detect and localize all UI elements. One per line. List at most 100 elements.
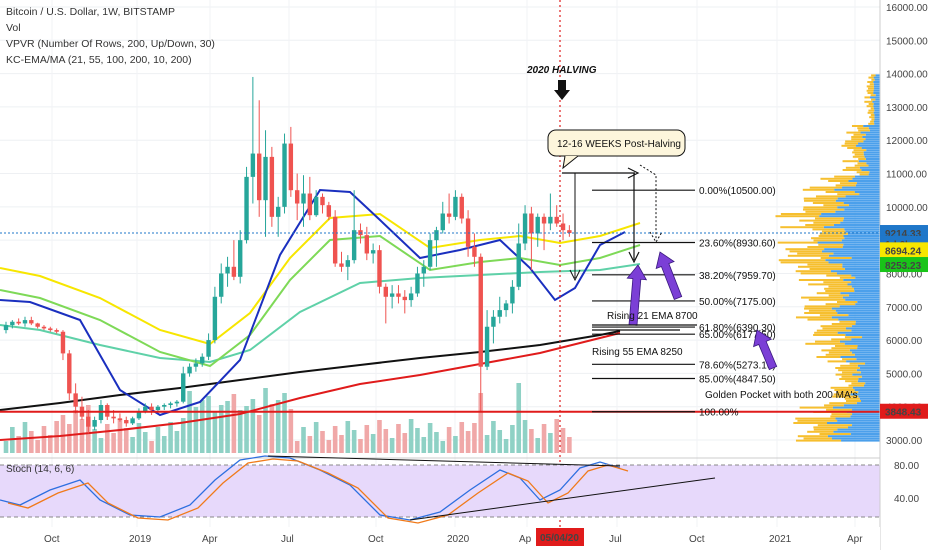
vpvr-up-bar <box>865 362 880 365</box>
vpvr-down-bar <box>837 193 860 196</box>
volume-bar <box>554 419 560 453</box>
stoch-panel <box>0 455 932 524</box>
vpvr-down-bar <box>868 122 875 125</box>
fib-label: 85.00%(4847.50) <box>699 374 776 385</box>
volume-bar <box>16 436 21 453</box>
vpvr-up-bar <box>852 373 880 376</box>
vpvr-down-bar <box>777 241 818 244</box>
volume-bar <box>351 430 357 453</box>
purple-arrow-icon <box>753 329 778 371</box>
vpvr-down-bar <box>815 195 846 198</box>
candle-body <box>453 196 458 217</box>
candle-body <box>206 340 211 357</box>
vpvr-up-bar <box>835 199 880 202</box>
stoch-trendline-upper <box>267 455 621 467</box>
vpvr-down-bar <box>804 305 840 308</box>
vpvr-down-bar <box>807 246 843 248</box>
volume-bar <box>111 433 116 453</box>
candle-body <box>326 205 332 217</box>
candle-body <box>162 405 167 407</box>
vpvr-down-bar <box>821 349 850 352</box>
volume-bar <box>421 437 427 453</box>
volume-bar <box>465 431 471 453</box>
vpvr-up-bar <box>845 334 880 336</box>
candle-body <box>497 310 502 317</box>
vpvr-down-bar <box>858 129 870 132</box>
vpvr-down-bar <box>799 219 844 222</box>
vpvr-up-bar <box>845 327 880 330</box>
stoch-tick-label: 80.00 <box>894 461 919 472</box>
vpvr-down-bar <box>797 435 828 438</box>
volume-bar <box>560 428 566 453</box>
candle-body <box>548 216 553 224</box>
x-tick-label: Jul <box>281 534 294 545</box>
candle-body <box>41 326 47 329</box>
candle-body <box>136 411 142 419</box>
x-tick-label: 2020 <box>447 534 470 545</box>
vpvr-up-bar <box>875 98 880 101</box>
candle-body <box>396 293 401 297</box>
candle-body <box>231 266 237 277</box>
vpvr-down-bar <box>845 400 861 402</box>
volume-bar <box>459 422 465 453</box>
vpvr-down-bar <box>814 331 838 334</box>
candle-body <box>408 293 414 301</box>
vpvr-down-bar <box>831 323 856 325</box>
vpvr-down-bar <box>814 217 844 220</box>
x-tick-label: Jul <box>609 534 622 545</box>
candle-body <box>149 406 154 411</box>
volume-bar <box>332 426 338 453</box>
vpvr-up-bar <box>856 358 880 361</box>
candle-body <box>510 286 515 304</box>
vpvr-down-bar <box>835 373 853 376</box>
vpvr-down-bar <box>780 261 829 264</box>
vpvr-down-bar <box>819 433 851 435</box>
vpvr-up-bar <box>839 305 880 308</box>
vpvr-up-bar <box>827 422 880 424</box>
vpvr-down-bar <box>868 76 874 79</box>
vpvr-down-bar <box>834 389 855 391</box>
vpvr-down-bar <box>847 147 862 149</box>
kc-label: KC-EMA/MA (21, 55, 100, 200, 10, 200) <box>6 54 192 66</box>
vpvr-up-bar <box>858 142 880 145</box>
volume-bar <box>193 407 199 453</box>
vpvr-down-bar <box>812 228 845 231</box>
candle-body <box>124 420 129 424</box>
stoch-label: Stoch (14, 6, 6) <box>6 464 75 475</box>
vpvr-up-bar <box>874 122 880 125</box>
vpvr-up-bar <box>845 230 880 233</box>
volume-bar <box>440 441 446 453</box>
vpvr-up-bar <box>852 413 880 416</box>
volume-bar <box>402 433 408 453</box>
volume-bar <box>92 429 97 453</box>
callout-pointer <box>562 155 579 170</box>
vpvr-down-bar <box>844 336 863 339</box>
vpvr-up-bar <box>873 105 880 108</box>
volume-bar <box>301 427 306 453</box>
vpvr-down-bar <box>829 402 857 405</box>
vpvr-up-bar <box>870 96 880 99</box>
candle-body <box>29 320 34 324</box>
vpvr-down-bar <box>830 415 851 418</box>
volume-bar <box>67 424 72 453</box>
vpvr-down-bar <box>834 345 858 347</box>
y-tick-label: 7000.00 <box>886 303 923 314</box>
candle-body <box>48 328 53 331</box>
vpvr-down-bar <box>780 226 824 229</box>
candle-body <box>554 216 559 224</box>
vpvr-up-bar <box>844 208 880 211</box>
stoch-d-line <box>7 458 629 524</box>
volume-bar <box>307 436 313 453</box>
vpvr-down-bar <box>802 188 835 191</box>
vpvr-down-bar <box>845 140 864 143</box>
vpvr-up-bar <box>854 175 880 178</box>
volume-bar <box>427 423 433 453</box>
x-tick-label: Ap <box>519 534 532 545</box>
stoch-trendline-lower <box>409 477 716 521</box>
vpvr-up-bar <box>831 316 880 319</box>
projection-left-arrow <box>569 269 581 282</box>
vpvr-down-bar <box>866 89 874 92</box>
vpvr-up-bar <box>842 186 880 189</box>
candle-body <box>193 363 199 367</box>
vpvr-up-bar <box>854 389 880 391</box>
